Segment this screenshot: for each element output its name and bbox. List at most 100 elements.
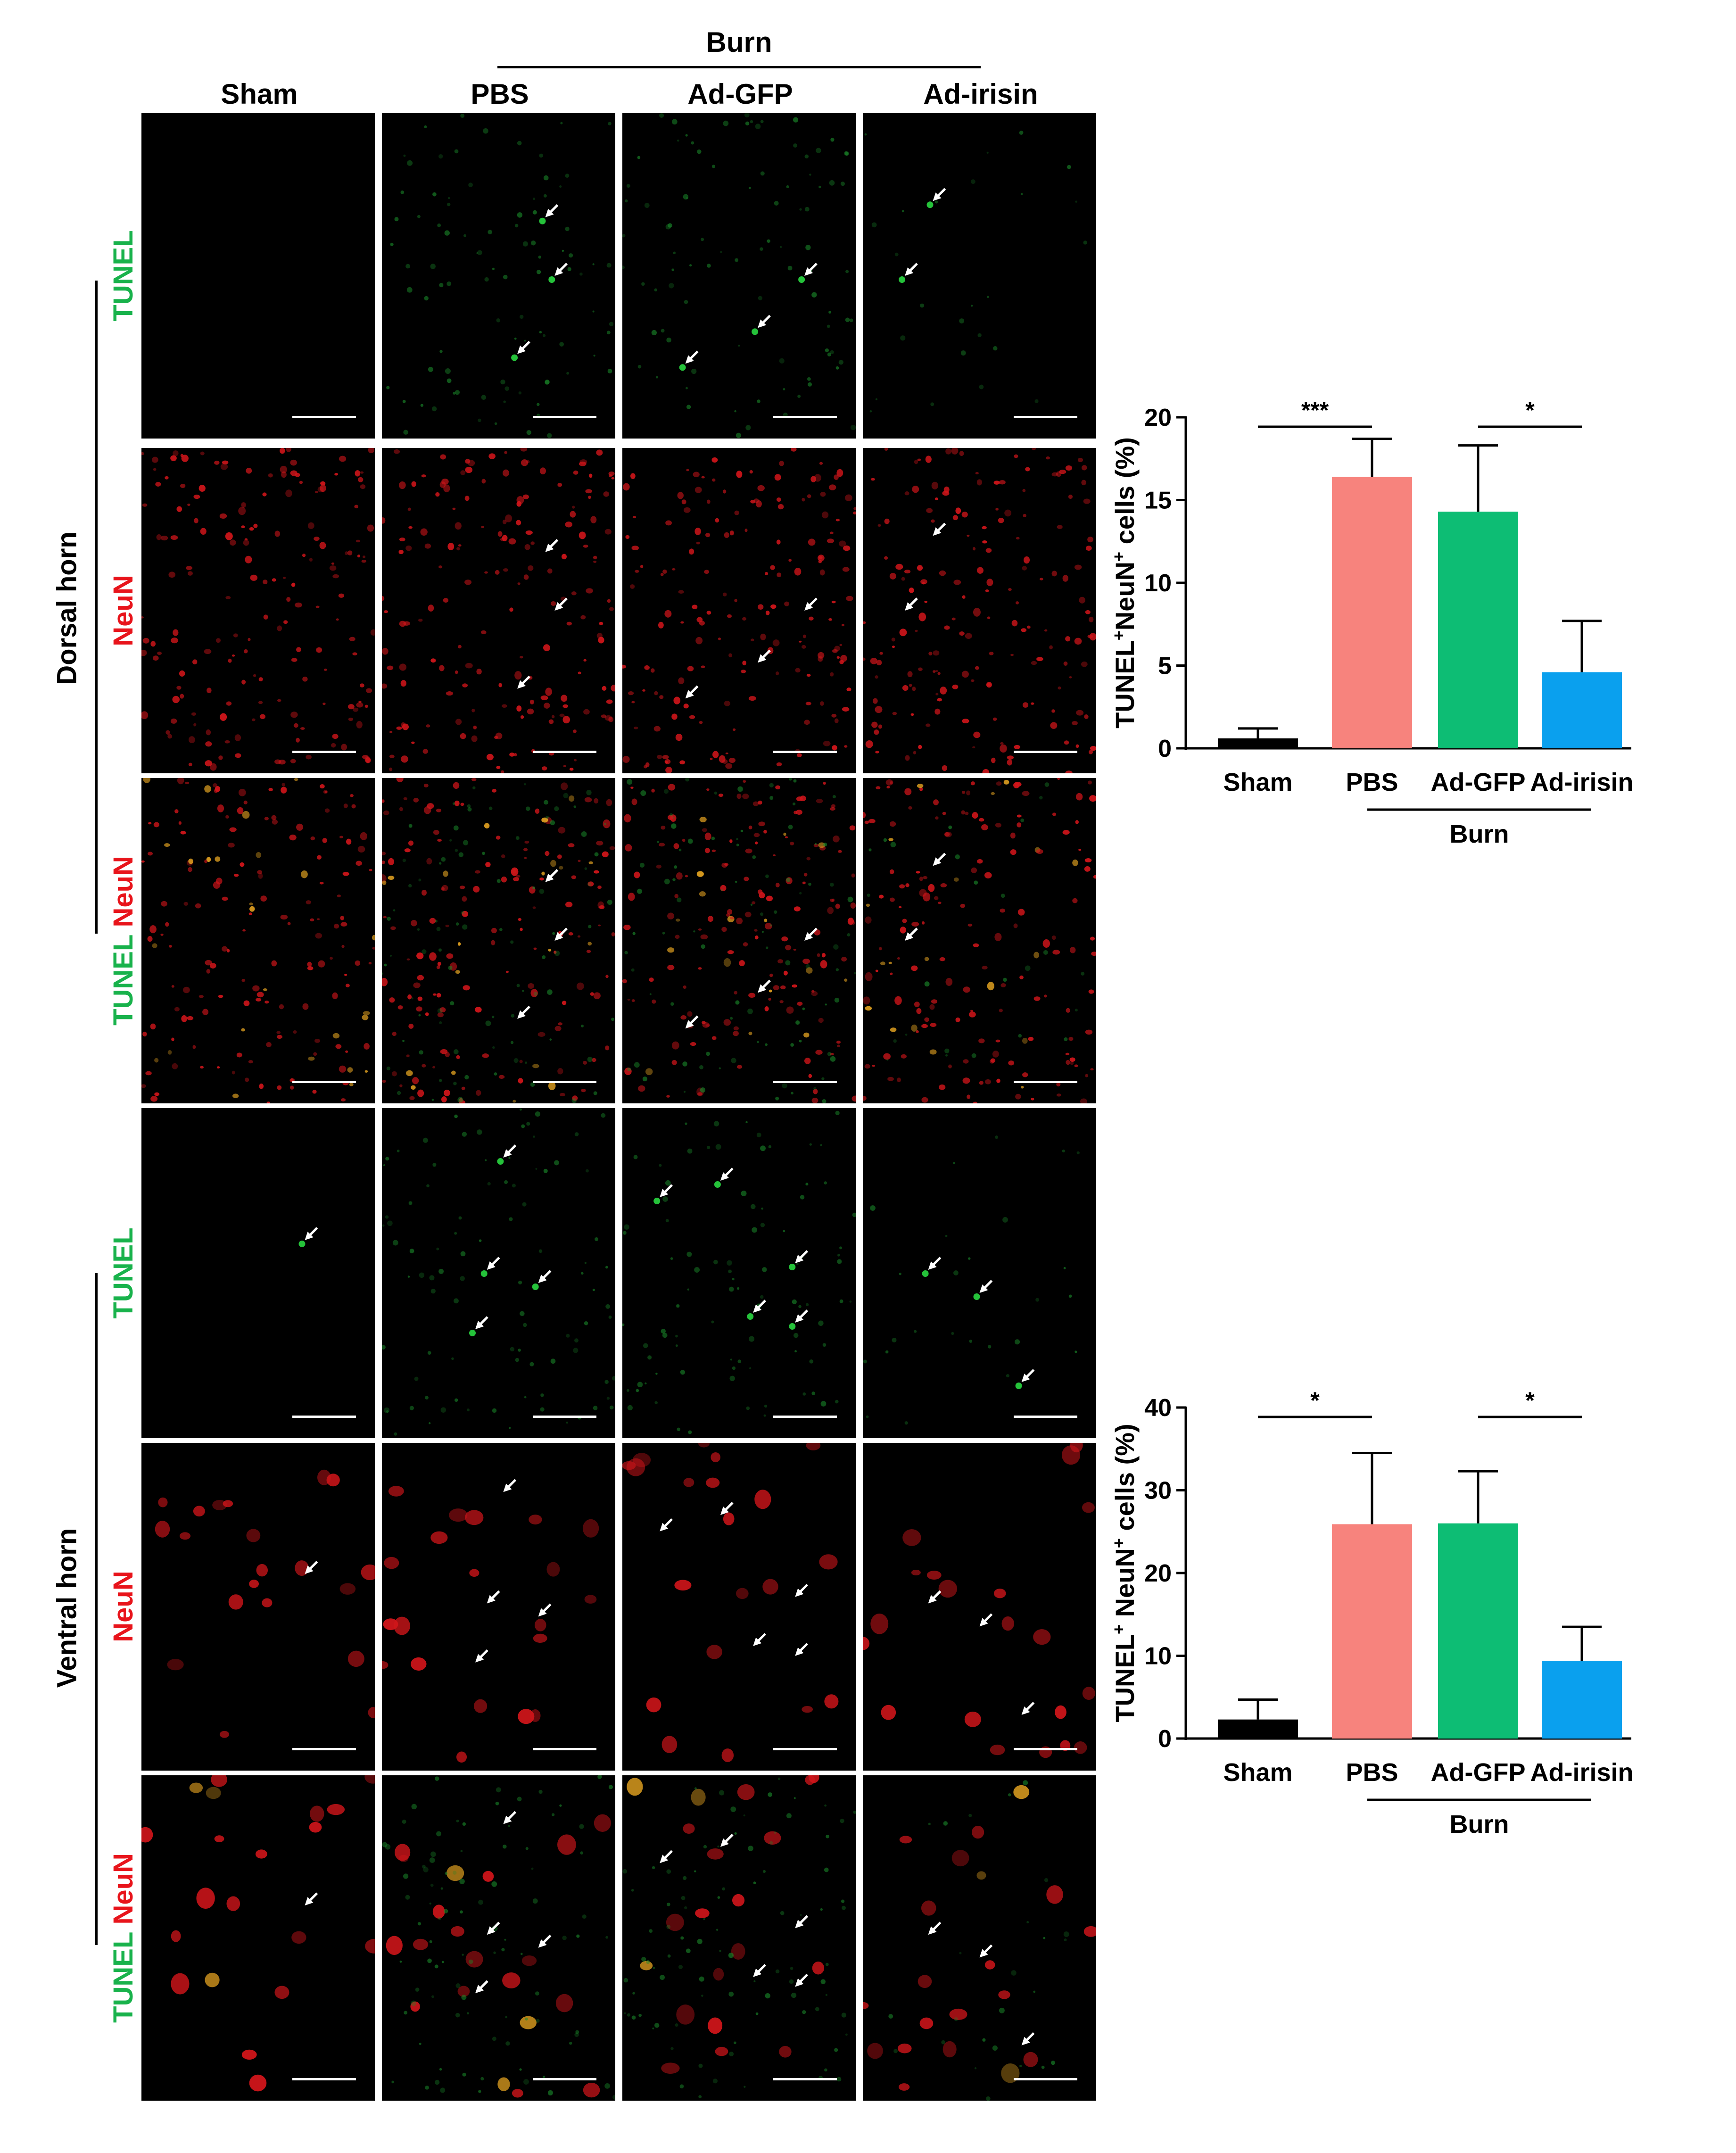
x-tick-label: PBS xyxy=(1346,1758,1398,1787)
micrograph-panel xyxy=(141,113,375,439)
micrograph-image xyxy=(386,114,614,438)
micrograph-grid xyxy=(141,113,1099,2143)
ventral-horn-bar-chart: 0 10 20 30 40 TUNEL+ NeuN+ cells (%) Sham PBS Ad… xyxy=(1108,1382,1735,1844)
arrow-icon xyxy=(517,675,530,689)
group-label: Burn xyxy=(1450,820,1509,848)
column-header-ad-irisin: Ad-irisin xyxy=(923,78,1038,110)
error-bar xyxy=(1352,1452,1392,1524)
micrograph-panel xyxy=(382,1775,615,2101)
arrow-icon xyxy=(545,204,559,217)
scale-bar xyxy=(533,1081,596,1083)
arrow-icon xyxy=(933,522,946,536)
micrograph-panel xyxy=(141,778,375,1103)
y-tick-label: 40 xyxy=(1144,1394,1172,1422)
burn-group-header: Burn xyxy=(706,26,772,58)
micrograph-panel xyxy=(863,113,1096,439)
dorsal-horn-rule xyxy=(95,281,98,934)
micrograph-image xyxy=(292,1227,356,1418)
scale-bar xyxy=(1014,751,1077,753)
micrograph-panel xyxy=(863,778,1096,1103)
micrograph-panel xyxy=(382,1443,615,1771)
micrograph-image xyxy=(622,1775,856,2099)
arrow-icon xyxy=(753,1633,766,1646)
micrograph-panel xyxy=(622,778,856,1103)
error-bar xyxy=(1352,438,1392,477)
micrograph-panel xyxy=(382,778,615,1103)
micrograph-panel xyxy=(863,1108,1096,1438)
micrograph-image xyxy=(382,448,615,773)
y-tick-label: 15 xyxy=(1144,487,1172,514)
arrow-icon xyxy=(753,1964,766,1977)
arrow-icon xyxy=(758,315,771,328)
micrograph-panel xyxy=(622,1108,856,1438)
micrograph-panel xyxy=(141,1108,375,1438)
arrow-icon xyxy=(538,1270,552,1283)
scale-bar xyxy=(292,416,356,418)
micrograph-panel xyxy=(622,113,856,439)
ventral-horn-rule xyxy=(95,1273,98,1945)
x-tick-label: Sham xyxy=(1223,1758,1292,1787)
micrograph-image xyxy=(382,1479,599,1763)
micrograph-image xyxy=(141,778,375,1103)
x-tick-label: Ad-irisin xyxy=(1530,768,1633,796)
bar xyxy=(1218,1719,1298,1739)
arrow-icon xyxy=(1021,1702,1035,1715)
arrow-icon xyxy=(795,1915,809,1929)
x-tick-label: Ad-GFP xyxy=(1431,768,1526,796)
arrow-icon xyxy=(795,1642,809,1656)
arrow-icon xyxy=(1021,2032,1035,2045)
error-bar xyxy=(1238,727,1278,738)
significance-label: * xyxy=(1310,1387,1320,1414)
arrow-icon xyxy=(753,1300,766,1313)
scale-bar xyxy=(533,751,596,753)
x-tick-label: PBS xyxy=(1346,768,1398,796)
error-bar xyxy=(1562,1625,1602,1661)
arrow-icon xyxy=(538,1934,552,1948)
micrograph-image xyxy=(382,1108,615,1436)
y-tick-label: 20 xyxy=(1144,1560,1172,1587)
column-header-sham: Sham xyxy=(221,78,298,110)
scale-bar xyxy=(773,1748,837,1750)
arrow-icon xyxy=(804,263,818,276)
micrograph-panel xyxy=(863,1775,1096,2101)
arrow-icon xyxy=(720,1502,734,1515)
significance-label: * xyxy=(1525,397,1535,423)
scale-bar xyxy=(533,1748,596,1750)
bar xyxy=(1542,1661,1622,1739)
arrow-icon xyxy=(660,1850,673,1863)
arrow-icon xyxy=(758,649,771,663)
column-header-pbs: PBS xyxy=(471,78,529,110)
arrow-icon xyxy=(554,927,568,941)
micrograph-image xyxy=(155,1469,375,1750)
error-bar xyxy=(1458,444,1498,512)
x-tick-label: Ad-GFP xyxy=(1431,1758,1526,1787)
arrow-icon xyxy=(685,1015,699,1029)
error-bar xyxy=(1238,1698,1278,1720)
scale-bar xyxy=(1014,416,1077,418)
arrow-icon xyxy=(685,685,699,699)
bar xyxy=(1332,477,1412,748)
scale-bar xyxy=(1014,1748,1077,1750)
arrow-icon xyxy=(720,1834,734,1847)
arrow-icon xyxy=(487,1257,500,1270)
micrograph-image xyxy=(864,131,1087,418)
micrograph-panel xyxy=(382,1108,615,1438)
arrow-icon xyxy=(517,1005,530,1019)
arrow-icon xyxy=(720,1168,734,1181)
micrograph-image xyxy=(622,448,856,773)
row-label-part: TUNEL xyxy=(108,1227,139,1319)
arrow-icon xyxy=(538,1603,552,1617)
micrograph-panel xyxy=(141,1775,375,2101)
arrow-icon xyxy=(475,1980,488,1994)
scale-bar xyxy=(533,416,596,418)
scale-bar xyxy=(292,751,356,753)
arrow-icon xyxy=(545,869,559,882)
micrograph-image xyxy=(863,448,1096,773)
arrow-icon xyxy=(305,1561,318,1574)
significance-label: * xyxy=(1525,1387,1535,1414)
scale-bar xyxy=(292,2078,356,2080)
micrograph-panel xyxy=(382,448,615,773)
arrow-icon xyxy=(933,188,946,201)
arrow-icon xyxy=(795,1250,809,1263)
scale-bar xyxy=(773,416,837,418)
